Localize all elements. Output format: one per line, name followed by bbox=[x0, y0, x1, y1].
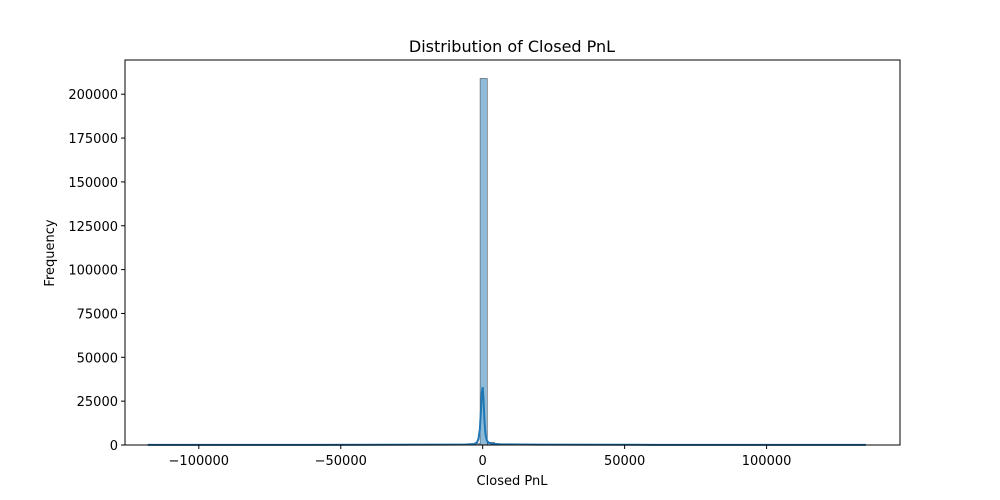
x-tick-label: 50000 bbox=[604, 454, 645, 469]
x-axis-ticks: −100000 −50000 0 50000 100000 bbox=[169, 445, 792, 469]
y-tick-label: 125000 bbox=[68, 220, 118, 235]
plot-frame bbox=[124, 59, 901, 446]
x-tick-label: 100000 bbox=[742, 454, 792, 469]
x-tick-label: −100000 bbox=[169, 454, 230, 469]
x-tick-label: 0 bbox=[479, 454, 487, 469]
y-tick-label: 100000 bbox=[68, 264, 118, 279]
y-tick-label: 75000 bbox=[77, 307, 118, 322]
kde-density-line bbox=[147, 386, 866, 446]
y-tick-label: 200000 bbox=[68, 88, 118, 103]
y-axis-ticks: 0 25000 50000 75000 100000 125000 150000 175000… bbox=[68, 88, 125, 454]
x-tick-label: −50000 bbox=[315, 454, 367, 469]
histogram-bars bbox=[147, 78, 868, 446]
y-tick-label: 50000 bbox=[77, 351, 118, 366]
y-tick-label: 150000 bbox=[68, 176, 118, 191]
y-axis-title: Frequency bbox=[43, 219, 58, 286]
x-axis-title: Closed PnL bbox=[477, 474, 549, 489]
y-tick-label: 0 bbox=[110, 439, 118, 454]
y-tick-label: 175000 bbox=[68, 132, 118, 147]
chart-title: Distribution of Closed PnL bbox=[409, 37, 615, 56]
y-tick-label: 25000 bbox=[77, 395, 118, 410]
